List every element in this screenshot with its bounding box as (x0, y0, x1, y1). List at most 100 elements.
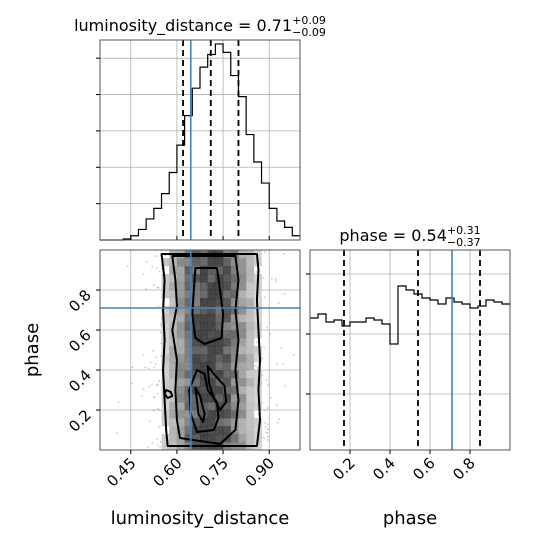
joint-ytick-label: 0.8 (65, 286, 95, 316)
joint-xtick-label: 0.45 (103, 454, 139, 490)
scatter-point (149, 361, 152, 364)
density-cell (176, 346, 185, 355)
density-cell (223, 322, 232, 331)
density-cell (246, 378, 255, 387)
density-cell (223, 386, 232, 395)
scatter-point (266, 407, 269, 409)
density-cell (230, 258, 239, 267)
density-cell (169, 418, 178, 427)
density-cell (223, 330, 232, 339)
density-cell (200, 338, 208, 347)
scatter-point (159, 440, 162, 443)
density-contour (163, 389, 174, 399)
density-cell (176, 362, 185, 371)
density-cell (200, 274, 208, 283)
scatter-point (158, 270, 161, 273)
phase-hist-xtick-label: 0.8 (449, 454, 479, 484)
luminosity-distance-histogram-step (100, 43, 300, 241)
density-cell (184, 306, 193, 315)
scatter-point (315, 436, 317, 438)
density-cell (246, 290, 255, 299)
density-cell (230, 402, 239, 411)
density-cell (215, 378, 224, 387)
phase-hist-xtick-label: 0.6 (409, 454, 439, 484)
density-contour (194, 387, 206, 423)
density-cell (238, 370, 247, 379)
density-cell (200, 362, 208, 371)
density-cell (230, 378, 239, 387)
scatter-point (283, 252, 285, 255)
density-cell (238, 266, 247, 275)
scatter-point (126, 265, 129, 267)
joint-x-ticks: 0.45 0.60 0.75 0.90 (103, 450, 278, 490)
scatter-point (266, 438, 269, 441)
density-cell (238, 386, 247, 395)
scatter-point (131, 366, 134, 369)
density-cell (192, 282, 201, 291)
scatter-point (301, 413, 303, 415)
density-cell (207, 266, 216, 275)
density-cell (246, 338, 255, 347)
density-cell (215, 434, 224, 443)
density-cell (238, 362, 247, 371)
density-cell (238, 298, 247, 307)
scatter-point (264, 422, 267, 424)
phase-title-minus: −0.37 (447, 236, 481, 249)
density-cell (184, 258, 193, 267)
density-cell (176, 402, 185, 411)
density-cell (176, 306, 185, 315)
scatter-point (159, 331, 162, 334)
scatter-point (262, 277, 265, 279)
scatter-point (283, 293, 286, 295)
phase-hist-xtick-label: 0.4 (369, 454, 399, 484)
density-cell (169, 394, 178, 403)
density-cell (223, 266, 232, 275)
density-cell (253, 418, 262, 427)
density-cell (176, 266, 185, 275)
scatter-point (256, 366, 259, 369)
density-cell (246, 386, 255, 395)
density-cell (230, 386, 239, 395)
joint-xtick-label: 0.90 (242, 454, 278, 490)
phase-histogram-panel: 0.2 0.4 0.6 0.8 phase phase = 0.54+0.31 −0.3… (306, 224, 511, 529)
density-cell (230, 290, 239, 299)
density-cell (223, 354, 232, 363)
scatter-point (274, 278, 277, 280)
luminosity-distance-title-plus: +0.09 (292, 14, 326, 27)
density-cell (169, 290, 178, 299)
density-cell (184, 330, 193, 339)
density-cell (200, 258, 208, 267)
scatter-point (152, 409, 155, 412)
scatter-point (155, 356, 158, 359)
scatter-point (267, 423, 269, 426)
scatter-point (269, 396, 272, 399)
density-cell (207, 434, 216, 443)
phase-title: phase = 0.54+0.31 −0.37 (339, 224, 480, 249)
density-cell (215, 370, 224, 379)
luminosity-distance-title-minus: −0.09 (292, 26, 326, 39)
density-cell (169, 346, 178, 355)
scatter-point (263, 437, 266, 440)
density-cell (176, 330, 185, 339)
density-cell (184, 354, 193, 363)
scatter-point (275, 404, 278, 407)
density-cell (223, 258, 232, 267)
density-cell (238, 426, 247, 435)
density-cell (207, 274, 216, 283)
density-cell (215, 402, 224, 411)
scatter-point (263, 346, 266, 349)
density-cell (176, 386, 185, 395)
density-cell (192, 330, 201, 339)
density-cell (176, 418, 185, 427)
density-cell (230, 330, 239, 339)
luminosity-distance-histogram-ticks (96, 57, 270, 240)
density-cell (192, 434, 201, 443)
density-cell (161, 274, 170, 283)
density-cell (184, 402, 193, 411)
joint-y-ticks: 0.2 0.4 0.6 0.8 (65, 286, 100, 436)
density-cell (192, 314, 201, 323)
scatter-point (142, 388, 145, 391)
density-contour (171, 255, 240, 445)
phase-quantile-lines (343, 250, 481, 450)
